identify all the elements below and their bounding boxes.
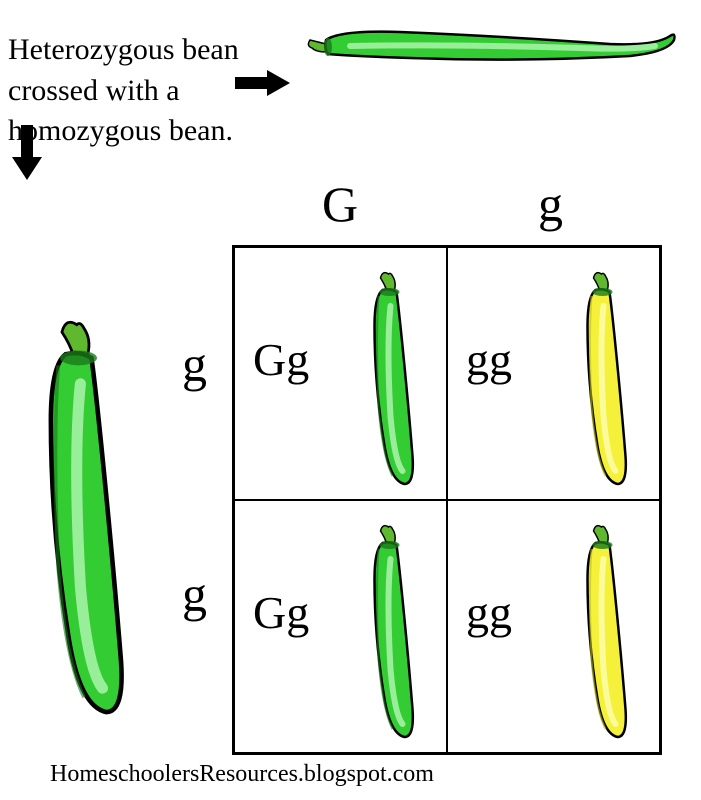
- genotype-bl: Gg: [253, 586, 309, 639]
- punnett-cell-br: gg: [447, 500, 660, 753]
- punnett-square: Gg gg Gg gg: [232, 245, 662, 755]
- genotype-br: gg: [466, 586, 512, 639]
- punnett-cell-bl: Gg: [234, 500, 447, 753]
- column-label-G: G: [322, 175, 358, 233]
- title-line2: crossed with a: [8, 71, 239, 112]
- punnett-row-2: Gg gg: [234, 500, 660, 753]
- column-label-g: g: [538, 175, 563, 233]
- punnett-row-1: Gg gg: [234, 247, 660, 500]
- parent-bean-left: [20, 310, 150, 730]
- bean-tr: [571, 266, 641, 496]
- title-line1: Heterozygous bean: [8, 30, 239, 71]
- arrow-down-icon: [10, 125, 44, 185]
- credit-text: HomeschoolersResources.blogspot.com: [50, 761, 434, 788]
- row-label-g1: g: [182, 335, 207, 393]
- bean-bl: [358, 519, 428, 749]
- punnett-cell-tr: gg: [447, 247, 660, 500]
- punnett-cell-tl: Gg: [234, 247, 447, 500]
- row-label-g2: g: [182, 565, 207, 623]
- genotype-tl: Gg: [253, 333, 309, 386]
- arrow-right-icon: [235, 68, 290, 103]
- parent-bean-top: [300, 8, 680, 83]
- bean-br: [571, 519, 641, 749]
- bean-tl: [358, 266, 428, 496]
- genotype-tr: gg: [466, 333, 512, 386]
